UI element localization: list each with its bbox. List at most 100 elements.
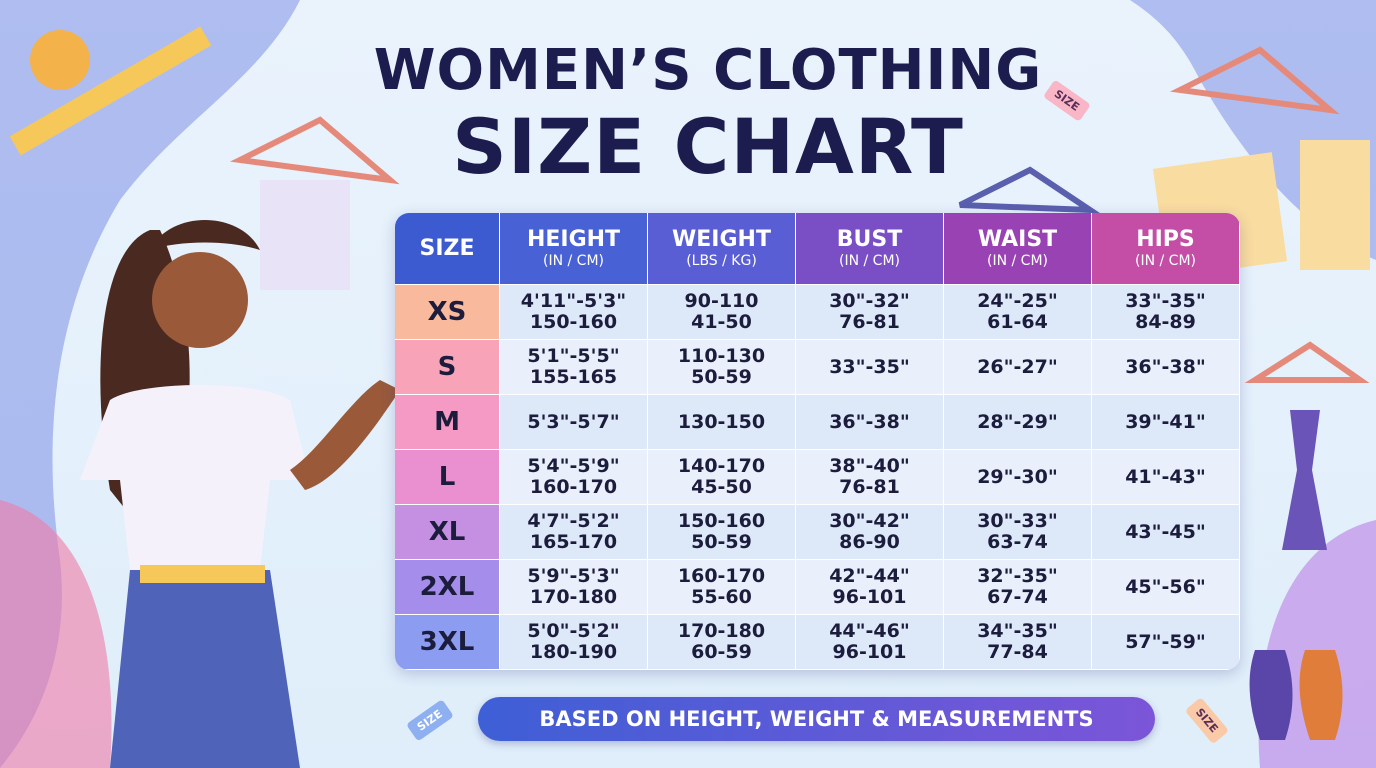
cell-text: 36"-38"	[829, 410, 910, 433]
table-cell: 36"-38"	[796, 395, 944, 450]
header-cell: HIPS (IN / CM)	[1092, 213, 1240, 285]
cell-text: 4'11"-5'3"	[520, 290, 627, 312]
cell-text: 33"-35"	[1125, 290, 1206, 312]
header-cell: WEIGHT (LBS / KG)	[648, 213, 796, 285]
table-cell: 140-170 45-50	[648, 450, 796, 505]
size-cell: S	[395, 340, 500, 395]
table-cell: 30"-33" 63-74	[944, 505, 1092, 560]
cell-text: 5'3"-5'7"	[527, 410, 620, 433]
table-cell: 44"-46" 96-101	[796, 615, 944, 670]
cell-text: 50-59	[691, 531, 752, 553]
table-cell: 90-110 41-50	[648, 285, 796, 340]
column-label: HIPS	[1136, 226, 1195, 252]
table-cell: 41"-43"	[1092, 450, 1240, 505]
title: WOMEN’S CLOTHING	[373, 38, 1043, 103]
cell-text: 26"-27"	[977, 355, 1058, 378]
column-label: HEIGHT	[526, 226, 621, 252]
cell-text: 76-81	[839, 311, 900, 333]
cell-text: 150-160	[529, 311, 618, 333]
size-cell: 3XL	[395, 615, 500, 670]
cell-text: 30"-32"	[829, 290, 910, 312]
cell-text: 165-170	[529, 531, 618, 553]
cell-text: 32"-35"	[977, 565, 1058, 587]
table-cell: 24"-25" 61-64	[944, 285, 1092, 340]
cell-text: 77-84	[987, 641, 1048, 663]
table-cell: 4'7"-5'2" 165-170	[500, 505, 648, 560]
table-cell: 5'1"-5'5" 155-165	[500, 340, 648, 395]
cell-text: 84-89	[1135, 311, 1196, 333]
cell-text: 43"-45"	[1125, 520, 1206, 543]
cell-text: 150-160	[677, 510, 766, 532]
cell-text: 24"-25"	[977, 290, 1058, 312]
cell-text: 55-60	[691, 586, 752, 608]
cell-text: 86-90	[839, 531, 900, 553]
table-cell: 130-150	[648, 395, 796, 450]
table-cell: 34"-35" 77-84	[944, 615, 1092, 670]
table-cell: 39"-41"	[1092, 395, 1240, 450]
cell-text: 33"-35"	[829, 355, 910, 378]
cell-text: 180-190	[529, 641, 618, 663]
column-label: WAIST	[977, 226, 1058, 252]
cell-text: 160-170	[677, 565, 766, 587]
table-cell: 42"-44" 96-101	[796, 560, 944, 615]
cell-text: 110-130	[677, 345, 766, 367]
size-cell: L	[395, 450, 500, 505]
table-cell: 28"-29"	[944, 395, 1092, 450]
cell-text: 96-101	[832, 641, 907, 663]
table-cell: 150-160 50-59	[648, 505, 796, 560]
cell-text: 5'4"-5'9"	[527, 455, 620, 477]
column-unit: (IN / CM)	[839, 252, 900, 269]
header-cell: BUST (IN / CM)	[796, 213, 944, 285]
cell-text: 5'9"-5'3"	[527, 565, 620, 587]
table-cell: 33"-35"	[796, 340, 944, 395]
table-cell: 5'9"-5'3" 170-180	[500, 560, 648, 615]
table-cell: 29"-30"	[944, 450, 1092, 505]
cell-text: 63-74	[987, 531, 1048, 553]
cell-text: 36"-38"	[1125, 355, 1206, 378]
column-label: SIZE	[419, 235, 475, 261]
table-cell: 32"-35" 67-74	[944, 560, 1092, 615]
cell-text: 41"-43"	[1125, 465, 1206, 488]
cell-text: 76-81	[839, 476, 900, 498]
title: SIZE CHART	[452, 102, 964, 191]
cell-text: 45"-56"	[1125, 575, 1206, 598]
table-cell: 57"-59"	[1092, 615, 1240, 670]
cell-text: 170-180	[529, 586, 618, 608]
cell-text: 170-180	[677, 620, 766, 642]
table-cell: 4'11"-5'3" 150-160	[500, 285, 648, 340]
cell-text: 29"-30"	[977, 465, 1058, 488]
table-cell: 5'0"-5'2" 180-190	[500, 615, 648, 670]
cell-text: 67-74	[987, 586, 1048, 608]
cell-text: 39"-41"	[1125, 410, 1206, 433]
cell-text: 130-150	[677, 410, 766, 433]
header-cell: HEIGHT (IN / CM)	[500, 213, 648, 285]
table-cell: 26"-27"	[944, 340, 1092, 395]
cell-text: 30"-42"	[829, 510, 910, 532]
cell-text: 5'1"-5'5"	[527, 345, 620, 367]
cell-text: 90-110	[684, 290, 759, 312]
cell-text: 96-101	[832, 586, 907, 608]
cell-text: 60-59	[691, 641, 752, 663]
cell-text: 30"-33"	[977, 510, 1058, 532]
cell-text: 61-64	[987, 311, 1048, 333]
cell-text: 45-50	[691, 476, 752, 498]
cell-text: 42"-44"	[829, 565, 910, 587]
cell-text: 140-170	[677, 455, 766, 477]
column-label: WEIGHT	[672, 226, 771, 252]
table-cell: 110-130 50-59	[648, 340, 796, 395]
cell-text: 50-59	[691, 366, 752, 388]
size-cell: 2XL	[395, 560, 500, 615]
size-cell: M	[395, 395, 500, 450]
header-cell: SIZE	[395, 213, 500, 285]
cell-text: 38"-40"	[829, 455, 910, 477]
table-cell: 5'3"-5'7"	[500, 395, 648, 450]
column-unit: (IN / CM)	[1135, 252, 1196, 269]
table-cell: 38"-40" 76-81	[796, 450, 944, 505]
size-table: SIZE HEIGHT (IN / CM) WEIGHT (LBS / KG) BUST(…	[395, 213, 1240, 670]
cell-text: 4'7"-5'2"	[527, 510, 620, 532]
column-unit: (LBS / KG)	[686, 252, 757, 269]
cell-text: 28"-29"	[977, 410, 1058, 433]
table-cell: 160-170 55-60	[648, 560, 796, 615]
